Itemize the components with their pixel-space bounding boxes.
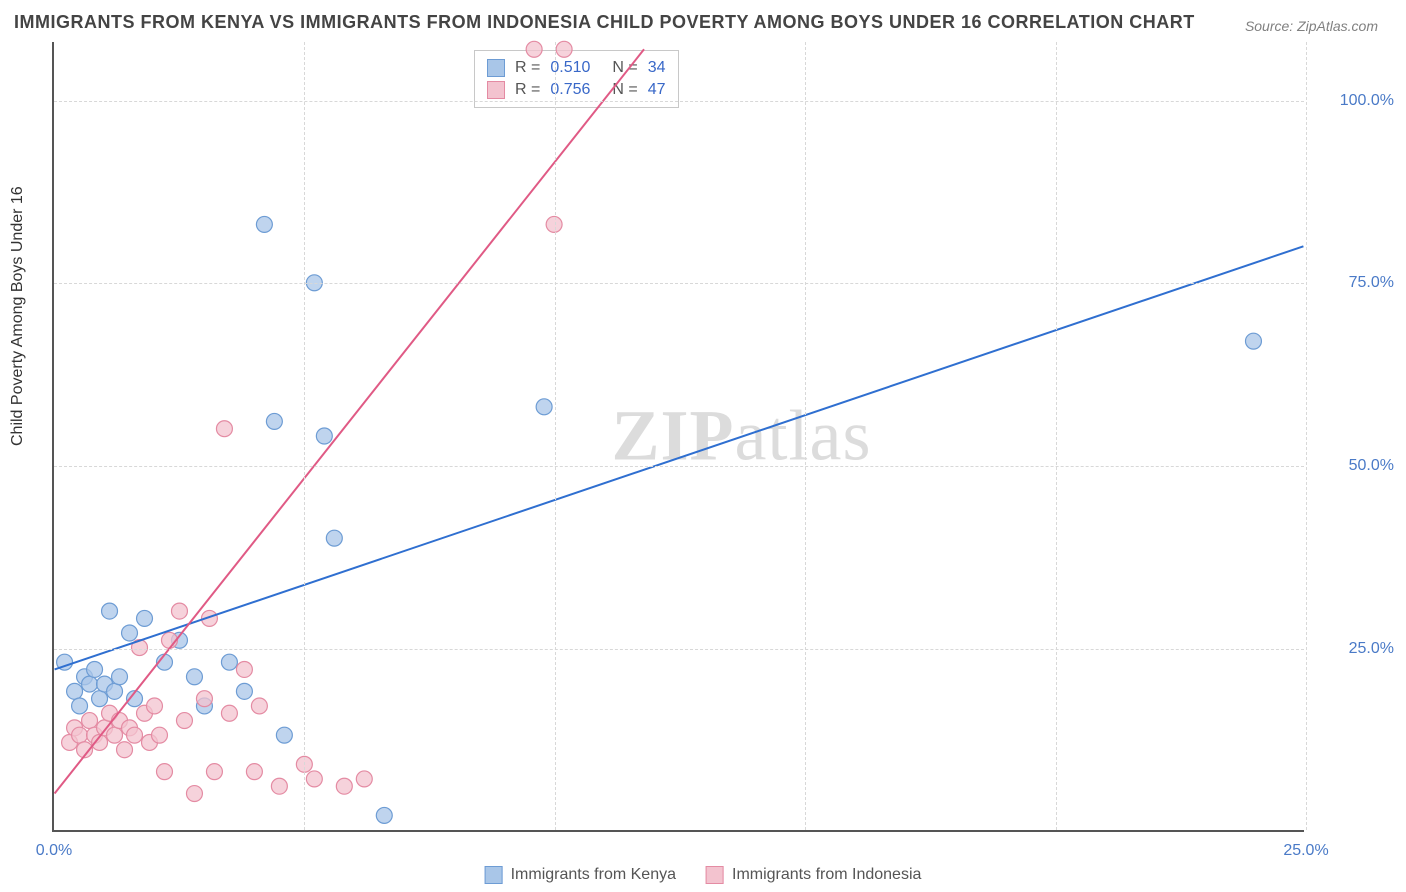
scatter-point [67,683,83,699]
gridline-horizontal [54,283,1304,284]
scatter-point [336,778,352,794]
y-tick-label: 50.0% [1314,457,1394,475]
scatter-point [186,669,202,685]
gridline-vertical [304,42,305,830]
scatter-point [117,742,133,758]
legend-item-indonesia: Immigrants from Indonesia [706,866,921,884]
scatter-point [326,530,342,546]
y-tick-label: 100.0% [1314,92,1394,110]
source-attribution: Source: ZipAtlas.com [1245,18,1378,34]
scatter-point [107,683,123,699]
scatter-point [87,662,103,678]
scatter-point [127,727,143,743]
legend-item-kenya: Immigrants from Kenya [485,866,676,884]
scatter-point [147,698,163,714]
scatter-point [157,764,173,780]
scatter-point [271,778,287,794]
scatter-point [221,705,237,721]
gridline-horizontal [54,101,1304,102]
scatter-point [251,698,267,714]
gridline-vertical [1056,42,1057,830]
scatter-point [256,216,272,232]
chart-title: IMMIGRANTS FROM KENYA VS IMMIGRANTS FROM… [14,12,1195,33]
scatter-point [316,428,332,444]
scatter-point [216,421,232,437]
x-tick-label: 25.0% [1283,842,1328,860]
legend-swatch-indonesia [706,866,724,884]
legend-swatch-kenya [485,866,503,884]
scatter-point [102,603,118,619]
scatter-point [266,413,282,429]
gridline-vertical [805,42,806,830]
scatter-point [206,764,222,780]
plot-area: ZIPatlas R = 0.510 N = 34 R = 0.756 N = … [52,42,1304,832]
chart-container: IMMIGRANTS FROM KENYA VS IMMIGRANTS FROM… [0,0,1406,892]
scatter-point [112,669,128,685]
scatter-point [196,691,212,707]
scatter-point [246,764,262,780]
scatter-point [186,786,202,802]
scatter-point [122,625,138,641]
scatter-point [82,713,98,729]
trend-line [55,246,1304,669]
gridline-horizontal [54,649,1304,650]
scatter-point [236,662,252,678]
gridline-horizontal [54,466,1304,467]
y-tick-label: 75.0% [1314,274,1394,292]
scatter-point [171,603,187,619]
legend: Immigrants from Kenya Immigrants from In… [485,866,922,884]
scatter-point [526,41,542,57]
scatter-point [176,713,192,729]
scatter-point [72,727,88,743]
y-axis-title: Child Poverty Among Boys Under 16 [9,186,27,446]
gridline-vertical [1306,42,1307,830]
scatter-point [356,771,372,787]
legend-label-kenya: Immigrants from Kenya [511,866,676,884]
scatter-point [72,698,88,714]
scatter-point [82,676,98,692]
x-tick-label: 0.0% [36,842,72,860]
scatter-point [107,727,123,743]
scatter-point [556,41,572,57]
plot-svg [54,42,1304,830]
scatter-point [376,807,392,823]
scatter-point [92,691,108,707]
scatter-point [1245,333,1261,349]
scatter-point [306,771,322,787]
scatter-point [152,727,168,743]
scatter-point [276,727,292,743]
gridline-vertical [555,42,556,830]
y-tick-label: 25.0% [1314,640,1394,658]
scatter-point [236,683,252,699]
legend-label-indonesia: Immigrants from Indonesia [732,866,921,884]
scatter-point [221,654,237,670]
scatter-point [137,610,153,626]
scatter-point [536,399,552,415]
